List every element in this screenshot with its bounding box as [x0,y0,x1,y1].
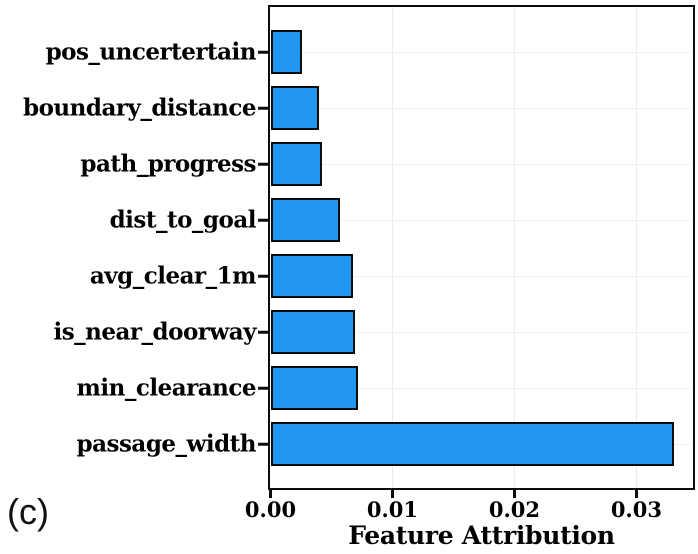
bar-pos_uncertertain [270,30,303,74]
x-tick-mark [513,490,516,498]
x-tick-label: 0.03 [610,497,662,522]
bar-row: is_near_doorway [0,304,698,360]
bar-row: dist_to_goal [0,192,698,248]
y-tick-mark [258,442,268,446]
bar-min_clearance [270,366,359,410]
vertical-gridline [391,7,394,488]
y-tick-label: min_clearance [76,374,257,402]
y-tick-label: is_near_doorway [53,318,256,346]
x-tick-label: 0.01 [366,497,419,522]
bar-is_near_doorway [270,310,355,354]
bar-row: avg_clear_1m [0,248,698,304]
y-tick-mark [258,330,268,334]
y-tick-mark [258,162,268,166]
bar-row: pos_uncertertain [0,24,698,80]
bar-row: min_clearance [0,360,698,416]
x-tick-mark [269,490,272,498]
y-tick-label: path_progress [80,150,256,178]
horizontal-gridline [270,51,693,53]
x-tick-mark [635,490,638,498]
bar-path_progress [270,142,322,186]
horizontal-gridline [270,387,693,389]
x-tick-label: 0.00 [244,497,297,522]
vertical-gridline [635,7,638,488]
y-tick-mark [258,386,268,390]
y-tick-label: boundary_distance [23,94,257,122]
bar-boundary_distance [270,86,320,130]
x-tick-mark [391,490,394,498]
y-tick-label: dist_to_goal [109,206,257,234]
bar-passage_width [270,422,675,466]
x-axis-title: Feature Attribution [348,521,615,550]
bar-dist_to_goal [270,198,341,242]
horizontal-gridline [270,331,693,333]
bar-row: passage_width [0,416,698,472]
horizontal-gridline [270,275,693,277]
bar-row: path_progress [0,136,698,192]
y-tick-mark [258,218,268,222]
y-tick-mark [258,106,268,110]
x-tick-label: 0.02 [488,497,540,522]
y-tick-label: avg_clear_1m [89,262,257,290]
vertical-gridline [513,7,516,488]
horizontal-gridline [270,107,693,109]
panel-label: (c) [7,491,49,532]
horizontal-gridline [270,163,693,165]
y-tick-label: pos_uncertertain [45,38,257,66]
y-tick-label: passage_width [76,430,257,458]
bar-avg_clear_1m [270,254,354,298]
y-tick-mark [258,274,268,278]
horizontal-gridline [270,219,693,221]
y-tick-mark [258,50,268,54]
bar-row: boundary_distance [0,80,698,136]
